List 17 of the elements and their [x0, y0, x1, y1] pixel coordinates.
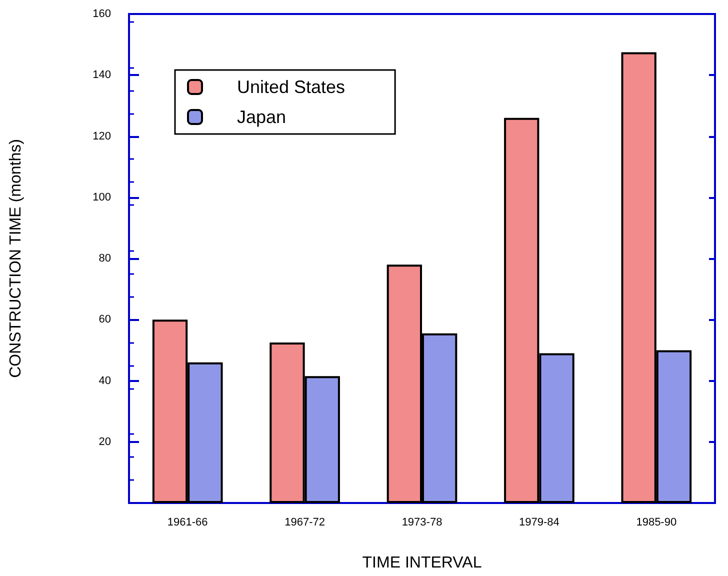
y-axis-title: CONSTRUCTION TIME (months)	[8, 139, 24, 378]
legend-label: Japan	[237, 107, 286, 127]
x-tick-label: 1979-84	[519, 516, 560, 528]
y-tick-label: 160	[92, 8, 111, 20]
y-tick-label: 40	[98, 374, 111, 387]
y-tick-label: 60	[98, 314, 111, 326]
x-tick-label: 1961-66	[167, 516, 208, 528]
y-tick-label: 80	[98, 252, 111, 264]
x-tick-label: 1973-78	[402, 516, 442, 528]
x-axis-title: TIME INTERVAL	[362, 554, 482, 572]
y-tick-label: 120	[92, 130, 111, 142]
x-tick-label: 1967-72	[284, 516, 325, 528]
y-tick-label: 20	[98, 436, 111, 448]
y-tick-label: 100	[92, 191, 111, 204]
legend-label: United States	[237, 77, 346, 97]
x-tick-label: 1985-90	[636, 516, 677, 528]
y-tick-label: 140	[92, 69, 111, 82]
